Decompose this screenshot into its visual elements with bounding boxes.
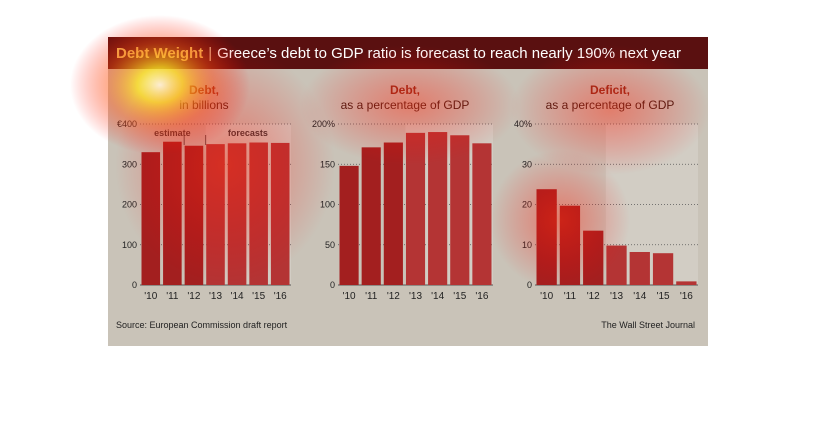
y-tick-label: 40%: [514, 119, 532, 129]
panel-subtitle: in billions: [179, 98, 228, 112]
bar: [405, 132, 426, 285]
y-tick-label: 0: [330, 280, 335, 290]
y-tick-label: 200: [122, 200, 137, 210]
x-tick-label: '12: [587, 291, 600, 302]
y-tick-label: 50: [325, 240, 335, 250]
y-tick-label: 100: [320, 200, 335, 210]
y-tick-label: €400: [117, 119, 137, 129]
panel-title: Deficit,: [590, 83, 630, 97]
bar: [428, 132, 448, 285]
x-tick-label: '16: [680, 291, 693, 302]
x-tick-label: '10: [540, 291, 553, 302]
bar: [206, 144, 225, 285]
bar: [583, 230, 604, 285]
bar: [652, 253, 674, 285]
forecasts-label: forecasts: [228, 128, 268, 138]
y-tick-label: 150: [320, 159, 335, 169]
x-tick-label: '10: [144, 291, 157, 302]
x-tick-label: '11: [564, 291, 577, 302]
bar: [472, 143, 492, 285]
panel-subtitle: as a percentage of GDP: [341, 98, 470, 112]
estimate-label: estimate: [154, 128, 191, 138]
bar: [383, 142, 403, 285]
bar: [450, 135, 470, 285]
bar: [141, 152, 161, 285]
y-tick-label: 100: [122, 240, 137, 250]
x-tick-label: '11: [166, 291, 179, 302]
y-tick-label: 0: [527, 280, 532, 290]
x-tick-label: '15: [252, 291, 265, 302]
x-tick-label: '16: [274, 291, 287, 302]
y-tick-label: 10: [522, 240, 532, 250]
bar: [536, 189, 557, 285]
y-tick-label: 30: [522, 159, 532, 169]
bar: [227, 143, 247, 285]
bar: [559, 205, 581, 285]
chart-card: Debt Weight | Greece’s debt to GDP ratio…: [108, 37, 708, 346]
x-tick-label: '13: [610, 291, 623, 302]
bar: [270, 142, 290, 285]
x-tick-label: '13: [409, 291, 422, 302]
x-tick-label: '10: [343, 291, 356, 302]
x-tick-label: '16: [475, 291, 488, 302]
x-tick-label: '13: [209, 291, 222, 302]
y-tick-label: 20: [522, 200, 532, 210]
panel-subtitle: as a percentage of GDP: [546, 98, 675, 112]
bar: [163, 141, 182, 285]
x-tick-label: '12: [387, 291, 400, 302]
source-note: Source: European Commission draft report: [116, 320, 288, 330]
x-tick-label: '14: [231, 291, 244, 302]
bar: [339, 165, 359, 285]
y-tick-label: 200%: [312, 119, 335, 129]
bar: [676, 281, 697, 285]
bar: [606, 245, 627, 285]
bar: [629, 251, 650, 285]
bar: [184, 145, 204, 285]
credit-note: The Wall Street Journal: [601, 320, 695, 330]
x-tick-label: '12: [187, 291, 200, 302]
y-tick-label: 300: [122, 159, 137, 169]
panel-title: Debt,: [189, 83, 219, 97]
x-tick-label: '14: [633, 291, 646, 302]
bar: [361, 147, 381, 285]
x-tick-label: '15: [453, 291, 466, 302]
x-tick-label: '14: [431, 291, 444, 302]
bar: [249, 142, 268, 285]
x-tick-label: '11: [365, 291, 378, 302]
panel-title: Debt,: [390, 83, 420, 97]
x-tick-label: '15: [657, 291, 670, 302]
y-tick-label: 0: [132, 280, 137, 290]
